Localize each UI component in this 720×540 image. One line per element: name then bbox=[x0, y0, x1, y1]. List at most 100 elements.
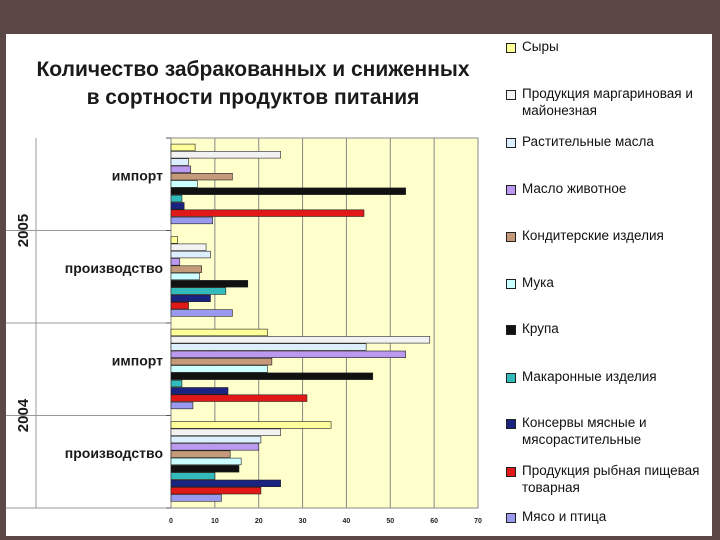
bar-8-group-1 bbox=[170, 194, 183, 203]
bar-6-group-1 bbox=[170, 180, 198, 188]
bar-8-group-2 bbox=[170, 287, 227, 295]
category-label: производство bbox=[65, 445, 163, 461]
legend-swatch bbox=[506, 373, 516, 383]
legend-label-line: товарная bbox=[522, 480, 580, 495]
legend-label: Консервы мясные и мясорастительные bbox=[522, 414, 647, 448]
bar-6-group-2 bbox=[170, 272, 200, 281]
bar-4-group-2 bbox=[170, 258, 181, 266]
legend-label: Продукция маргариновая и майонезная bbox=[522, 85, 693, 119]
legend-item: Сыры bbox=[506, 38, 711, 55]
legend-item: Продукция рыбная пищевая товарная bbox=[506, 462, 711, 496]
bar-2-group-4 bbox=[170, 428, 281, 436]
bar-10-group-4 bbox=[170, 486, 262, 495]
bar-7-group-1 bbox=[170, 187, 406, 195]
legend-label: Макаронные изделия bbox=[522, 368, 657, 385]
legend-item: Масло животное bbox=[506, 180, 711, 197]
legend-label: Мясо и птица bbox=[522, 508, 606, 525]
bar-9-group-2 bbox=[170, 294, 211, 302]
category-label: импорт bbox=[112, 352, 163, 368]
bar-3-group-2 bbox=[170, 250, 211, 259]
legend-label-line: Кондитерские изделия bbox=[522, 228, 664, 243]
legend-item: Консервы мясные и мясорастительные bbox=[506, 414, 711, 448]
bar-11-group-4 bbox=[170, 494, 222, 502]
bar-3-group-3 bbox=[170, 343, 367, 351]
bar-1-group-1 bbox=[170, 143, 196, 152]
year-label-2004: 2004 bbox=[15, 398, 32, 432]
legend-swatch bbox=[506, 185, 516, 195]
legend-label: Масло животное bbox=[522, 180, 626, 197]
bar-9-group-3 bbox=[170, 387, 229, 395]
bar-10-group-3 bbox=[170, 394, 308, 402]
legend-item: Мясо и птица bbox=[506, 508, 711, 525]
legend-label-line: Масло животное bbox=[522, 181, 627, 196]
bar-11-group-2 bbox=[170, 309, 233, 317]
legend-item: Растительные масла bbox=[506, 133, 711, 150]
bar-3-group-4 bbox=[170, 435, 262, 444]
legend-item: Продукция маргариновая и майонезная bbox=[506, 85, 711, 119]
legend-label-line: мясорастительные bbox=[522, 432, 642, 447]
bar-5-group-3 bbox=[170, 357, 273, 366]
x-tick-label-40: 40 bbox=[343, 518, 351, 525]
legend-item: Кондитерские изделия bbox=[506, 227, 711, 244]
legend-swatch bbox=[506, 138, 516, 148]
legend-swatch bbox=[506, 325, 516, 335]
legend-label-line: Продукция рыбная пищевая bbox=[522, 463, 700, 478]
legend-label-line: Продукция маргариновая и bbox=[522, 86, 693, 101]
x-tick-label-30: 30 bbox=[299, 518, 307, 525]
legend-swatch bbox=[506, 43, 516, 53]
bar-9-group-4 bbox=[170, 479, 281, 487]
bar-6-group-4 bbox=[170, 457, 242, 466]
category-label: производство bbox=[65, 260, 163, 276]
legend-swatch bbox=[506, 279, 516, 289]
chart-title-line-1: Количество забракованных и сниженных bbox=[36, 58, 470, 81]
legend-item: Макаронные изделия bbox=[506, 368, 711, 385]
bar-11-group-1 bbox=[170, 216, 213, 225]
x-tick-label-10: 10 bbox=[211, 518, 219, 525]
bar-5-group-2 bbox=[170, 265, 203, 273]
chart-title-line-2: в сортности продуктов питания bbox=[86, 86, 420, 109]
bar-4-group-3 bbox=[170, 350, 406, 358]
bar-11-group-3 bbox=[170, 401, 194, 410]
legend-label: Сыры bbox=[522, 38, 559, 55]
legend-swatch bbox=[506, 467, 516, 477]
bar-8-group-4 bbox=[170, 472, 216, 480]
bar-chart: 0 10 20 30 40 50 60 70 импорт производство импорт п… bbox=[6, 137, 482, 525]
legend-label-line: Мука bbox=[522, 275, 554, 290]
year-label-2005: 2005 bbox=[15, 214, 32, 247]
legend-label: Мука bbox=[522, 274, 554, 291]
legend-label-line: майонезная bbox=[522, 103, 597, 118]
chart-title: Количество забракованных и сниженных в с… bbox=[6, 56, 500, 112]
bar-7-group-3 bbox=[170, 372, 374, 380]
legend-label: Кондитерские изделия bbox=[522, 227, 664, 244]
category-label: импорт bbox=[112, 167, 163, 183]
bar-8-group-3 bbox=[170, 379, 183, 388]
bar-4-group-1 bbox=[170, 165, 192, 173]
legend-label-line: Сыры bbox=[522, 39, 559, 54]
bar-2-group-3 bbox=[170, 336, 431, 344]
legend: Сыры Продукция маргариновая и майонезная Ра… bbox=[506, 34, 711, 536]
bar-6-group-3 bbox=[170, 365, 268, 373]
legend-label-line: Крупа bbox=[522, 321, 559, 336]
bar-9-group-1 bbox=[170, 202, 185, 210]
bar-5-group-4 bbox=[170, 450, 231, 458]
legend-swatch bbox=[506, 419, 516, 429]
bar-10-group-2 bbox=[170, 301, 189, 310]
legend-swatch bbox=[506, 232, 516, 242]
legend-item: Мука bbox=[506, 274, 711, 291]
x-tick-label-70: 70 bbox=[474, 518, 482, 525]
legend-item: Крупа bbox=[506, 320, 711, 337]
legend-label-line: Макаронные изделия bbox=[522, 369, 657, 384]
legend-label-line: Мясо и птица bbox=[522, 509, 607, 524]
legend-label-line: Консервы мясные и bbox=[522, 415, 647, 430]
bar-1-group-2 bbox=[170, 236, 178, 244]
x-tick-label-20: 20 bbox=[255, 518, 263, 525]
bar-2-group-1 bbox=[170, 151, 281, 159]
bar-2-group-2 bbox=[170, 243, 207, 251]
x-tick-label-0: 0 bbox=[169, 518, 173, 525]
slide: Количество забракованных и сниженных в с… bbox=[6, 34, 712, 536]
legend-swatch bbox=[506, 513, 516, 523]
legend-label-line: Растительные масла bbox=[522, 134, 654, 149]
bar-10-group-1 bbox=[170, 209, 365, 217]
bar-4-group-4 bbox=[170, 443, 260, 451]
legend-swatch bbox=[506, 90, 516, 100]
